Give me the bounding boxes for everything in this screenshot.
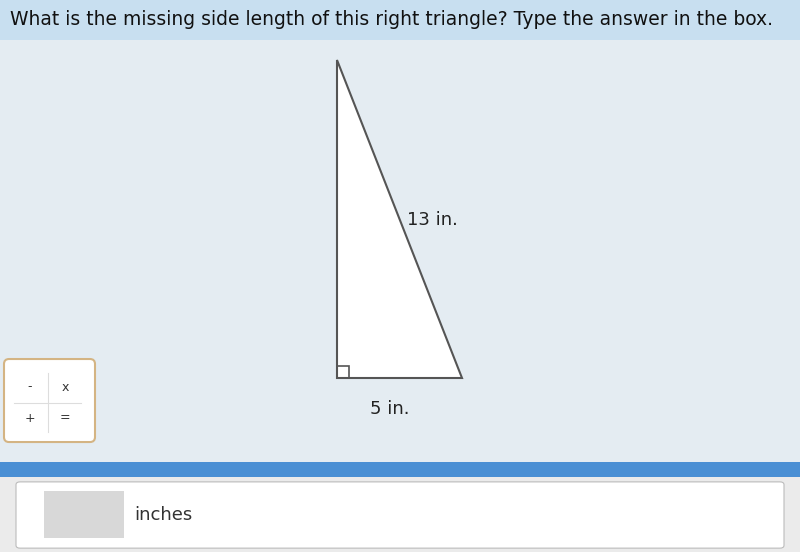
Text: 5 in.: 5 in. [370,400,410,418]
Text: =: = [60,412,70,424]
Text: x: x [62,380,69,394]
Text: 13 in.: 13 in. [407,211,458,229]
Polygon shape [337,60,462,378]
Text: +: + [25,412,35,424]
Bar [337,366,349,378]
Text: -: - [28,380,32,394]
FancyBboxPatch shape [4,359,95,442]
Text: inches: inches [134,506,193,524]
Text: What is the missing side length of this right triangle? Type the answer in the b: What is the missing side length of this … [10,10,774,29]
